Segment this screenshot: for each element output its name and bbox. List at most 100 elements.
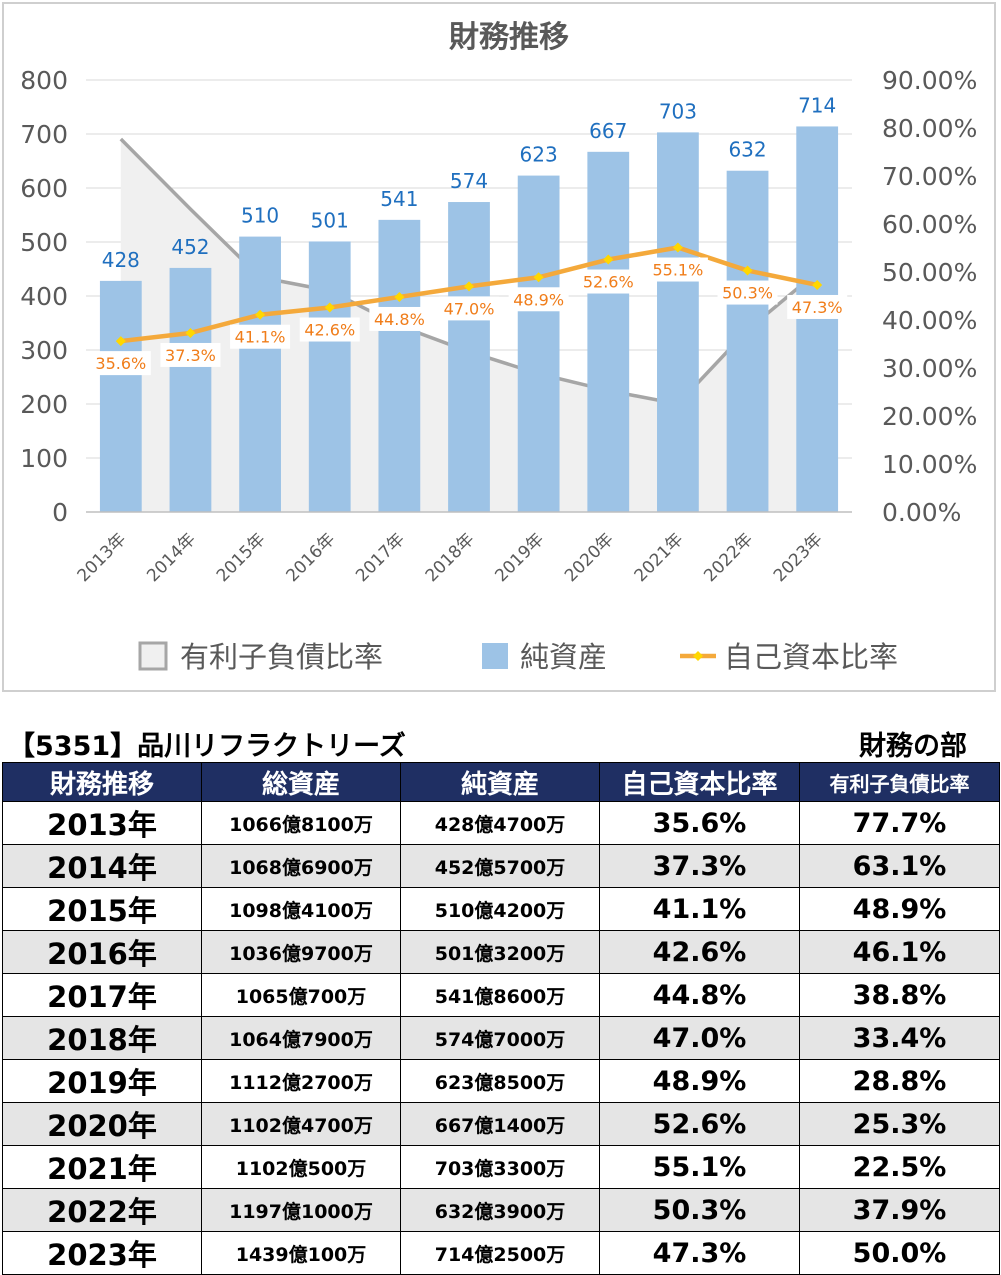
cell-total-assets: 1065億700万 bbox=[201, 973, 401, 1017]
line-value-label: 41.1% bbox=[235, 328, 286, 347]
cell-total-assets: 1066億8100万 bbox=[201, 801, 401, 845]
cell-equity-ratio: 52.6% bbox=[599, 1102, 800, 1146]
cell-equity-ratio: 35.6% bbox=[599, 801, 800, 845]
chart-panel: 財務推移 0 100 200 300 400 500 600 700 800 0.00% 10.00%… bbox=[2, 2, 996, 692]
bar-value-label: 501 bbox=[311, 208, 349, 232]
legend-swatch-net-assets bbox=[482, 643, 508, 669]
cell-equity-ratio: 50.3% bbox=[599, 1188, 800, 1232]
cell-debt-ratio: 37.9% bbox=[799, 1188, 1000, 1232]
line-label-bg bbox=[439, 296, 499, 321]
area-fill-debt-ratio bbox=[120, 139, 818, 513]
finance-chart: 財務推移 0 100 200 300 400 500 600 700 800 0.00% 10.00%… bbox=[20, 20, 977, 674]
x-tick-label: 2014年 bbox=[143, 529, 200, 586]
cell-equity-ratio: 37.3% bbox=[599, 844, 800, 888]
line-marker bbox=[742, 265, 753, 276]
cell-year: 2023年 bbox=[2, 1231, 202, 1275]
bar-net-assets bbox=[796, 126, 839, 512]
header-debt-ratio: 有利子負債比率 bbox=[799, 762, 1000, 802]
legend-swatch-debt-ratio bbox=[138, 641, 168, 671]
y-right-tick-label: 60.00% bbox=[882, 210, 977, 239]
line-label-bg bbox=[787, 294, 848, 319]
cell-net-assets: 667億1400万 bbox=[400, 1102, 600, 1146]
table-row: 2013年 1066億8100万 428億4700万 35.6% 77.7% bbox=[2, 801, 1000, 845]
cell-equity-ratio: 48.9% bbox=[599, 1059, 800, 1103]
y-right-tick-label: 40.00% bbox=[882, 306, 977, 335]
legend-label-equity-ratio: 自己資本比率 bbox=[724, 640, 898, 674]
bar-net-assets bbox=[726, 170, 769, 512]
cell-total-assets: 1098億4100万 bbox=[201, 887, 401, 931]
line-marker bbox=[672, 242, 683, 253]
y-right-tick-label: 10.00% bbox=[882, 450, 977, 479]
x-tick-label: 2016年 bbox=[283, 529, 340, 586]
table-row: 2020年 1102億4700万 667億1400万 52.6% 25.3% bbox=[2, 1102, 1000, 1146]
cell-net-assets: 623億8500万 bbox=[400, 1059, 600, 1103]
bar-net-assets bbox=[239, 236, 281, 512]
x-tick-label: 2020年 bbox=[561, 529, 618, 586]
cell-net-assets: 632億3900万 bbox=[400, 1188, 600, 1232]
y-right-tick-label: 50.00% bbox=[882, 258, 977, 287]
y-right-tick-label: 80.00% bbox=[882, 114, 977, 143]
y-left-tick-label: 600 bbox=[20, 174, 68, 203]
cell-equity-ratio: 44.8% bbox=[599, 973, 800, 1017]
bar-net-assets bbox=[99, 280, 142, 512]
bar-net-assets bbox=[308, 241, 351, 512]
x-tick-label: 2013年 bbox=[74, 529, 131, 586]
line-label-bg bbox=[160, 342, 221, 367]
cell-equity-ratio: 41.1% bbox=[599, 887, 800, 931]
table-row: 2019年 1112億2700万 623億8500万 48.9% 28.8% bbox=[2, 1059, 1000, 1103]
cell-year: 2016年 bbox=[2, 930, 202, 974]
x-tick-label: 2015年 bbox=[213, 529, 270, 586]
cell-net-assets: 428億4700万 bbox=[400, 801, 600, 845]
line-label-bg bbox=[299, 317, 360, 342]
bar-net-assets bbox=[657, 132, 699, 512]
header-period: 財務推移 bbox=[2, 762, 202, 802]
table-row: 2017年 1065億700万 541億8600万 44.8% 38.8% bbox=[2, 973, 1000, 1017]
cell-net-assets: 703億3300万 bbox=[400, 1145, 600, 1189]
y-left-tick-label: 400 bbox=[20, 282, 68, 311]
y-right-tick-label: 90.00% bbox=[882, 66, 977, 95]
cell-total-assets: 1064億7900万 bbox=[201, 1016, 401, 1060]
y-left-tick-label: 100 bbox=[20, 444, 68, 473]
cell-year: 2022年 bbox=[2, 1188, 202, 1232]
x-tick-label: 2017年 bbox=[352, 529, 409, 586]
cell-total-assets: 1102億500万 bbox=[201, 1145, 401, 1189]
line-value-label: 48.9% bbox=[513, 290, 564, 309]
cell-net-assets: 452億5700万 bbox=[400, 844, 600, 888]
finance-table: 財務推移 総資産 純資産 自己資本比率 有利子負債比率 2013年 1066億81… bbox=[2, 762, 1000, 1275]
line-label-bg bbox=[369, 306, 430, 331]
line-label-bg bbox=[647, 257, 708, 282]
cell-total-assets: 1102億4700万 bbox=[201, 1102, 401, 1146]
bar-net-assets bbox=[169, 267, 212, 512]
y-right-tick-label: 0.00% bbox=[882, 498, 961, 527]
line-label-bg bbox=[717, 280, 778, 305]
cell-debt-ratio: 33.4% bbox=[799, 1016, 1000, 1060]
line-label-bg bbox=[508, 287, 569, 312]
cell-year: 2019年 bbox=[2, 1059, 202, 1103]
x-tick-label: 2019年 bbox=[491, 529, 548, 586]
y-left-tick-label: 200 bbox=[20, 390, 68, 419]
cell-equity-ratio: 42.6% bbox=[599, 930, 800, 974]
y-right-tick-label: 30.00% bbox=[882, 354, 977, 383]
cell-year: 2014年 bbox=[2, 844, 202, 888]
y-left-tick-label: 700 bbox=[20, 120, 68, 149]
header-total-assets: 総資産 bbox=[201, 762, 401, 802]
line-marker bbox=[533, 272, 544, 283]
line-value-label: 44.8% bbox=[374, 310, 425, 329]
cell-debt-ratio: 25.3% bbox=[799, 1102, 1000, 1146]
line-value-label: 47.0% bbox=[444, 299, 495, 318]
bar-value-label: 632 bbox=[728, 138, 766, 162]
table-row: 2015年 1098億4100万 510億4200万 41.1% 48.9% bbox=[2, 887, 1000, 931]
cell-year: 2018年 bbox=[2, 1016, 202, 1060]
y-left-tick-label: 300 bbox=[20, 336, 68, 365]
line-value-label: 55.1% bbox=[652, 261, 703, 280]
line-value-label: 35.6% bbox=[95, 354, 146, 373]
bar-net-assets bbox=[378, 219, 421, 513]
cell-year: 2021年 bbox=[2, 1145, 202, 1189]
line-marker bbox=[324, 302, 335, 313]
line-label-bg bbox=[230, 324, 291, 349]
cell-net-assets: 714億2500万 bbox=[400, 1231, 600, 1275]
cell-year: 2013年 bbox=[2, 801, 202, 845]
cell-equity-ratio: 47.0% bbox=[599, 1016, 800, 1060]
y-right-tick-label: 20.00% bbox=[882, 402, 977, 431]
cell-net-assets: 574億7000万 bbox=[400, 1016, 600, 1060]
